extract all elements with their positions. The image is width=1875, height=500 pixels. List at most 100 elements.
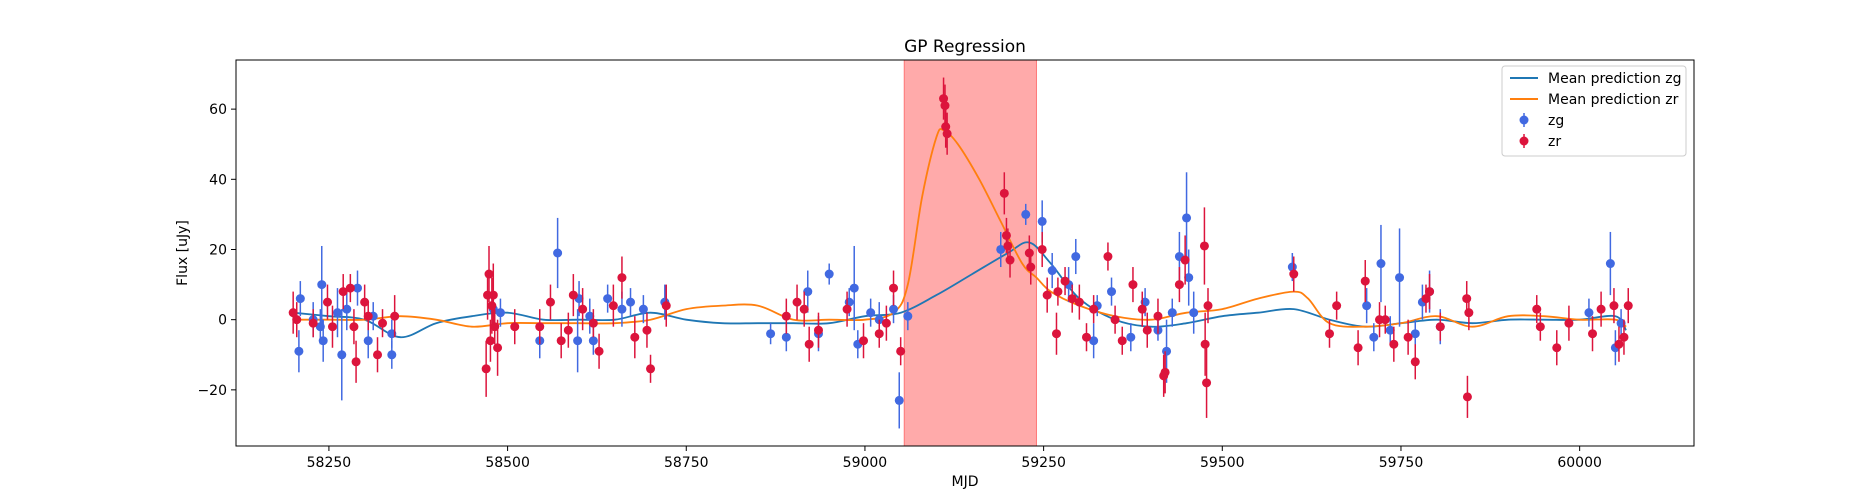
zg-point	[387, 350, 397, 360]
zr-point	[1614, 339, 1624, 349]
zr-point	[363, 311, 373, 321]
zg-point	[996, 244, 1006, 254]
zg-point	[1410, 329, 1420, 339]
zr-point	[1360, 276, 1370, 286]
zr-point	[1053, 287, 1063, 297]
zr-point	[1026, 262, 1036, 272]
zg-point	[903, 311, 913, 321]
x-tick-label: 59000	[843, 455, 888, 471]
y-tick-label: −20	[197, 383, 227, 399]
legend-swatch-zg	[1519, 115, 1529, 125]
zr-point	[1564, 318, 1574, 328]
zr-point	[1332, 301, 1342, 311]
zr-point	[484, 269, 494, 279]
zg-point	[1167, 308, 1177, 318]
zr-point	[1089, 304, 1099, 314]
zr-point	[485, 336, 495, 346]
series-line-mean-zg	[293, 241, 1627, 339]
zr-point	[1202, 378, 1212, 388]
legend-label-zg: zg	[1548, 113, 1564, 129]
zg-point	[1385, 325, 1395, 335]
x-axis-label: MJD	[952, 474, 979, 490]
zr-point	[939, 94, 949, 104]
zg-point	[1047, 266, 1057, 276]
zg-point	[781, 332, 791, 342]
zg-point	[1395, 273, 1405, 283]
zr-point	[1160, 367, 1170, 377]
zg-point	[588, 336, 598, 346]
zg-point	[626, 297, 636, 307]
mean-prediction-layer	[293, 128, 1627, 339]
zr-point	[535, 322, 545, 332]
series-line-mean-zr	[293, 128, 1627, 328]
zr-point	[792, 297, 802, 307]
legend-box	[1501, 65, 1687, 157]
zr-point	[646, 364, 656, 374]
zr-point	[1619, 332, 1629, 342]
zr-point	[661, 301, 671, 311]
zr-point	[568, 290, 578, 300]
x-tick-label: 59750	[1379, 455, 1424, 471]
zr-point	[1060, 276, 1070, 286]
zr-point	[1421, 294, 1431, 304]
zg-point	[495, 308, 505, 318]
zg-point	[1071, 252, 1081, 262]
zr-point	[1117, 336, 1127, 346]
zg-point	[1376, 259, 1386, 269]
zg-point	[317, 280, 327, 290]
zr-point	[510, 322, 520, 332]
zr-point	[881, 318, 891, 328]
zr-point	[1325, 329, 1334, 339]
zr-point	[1082, 332, 1091, 342]
zr-point	[360, 297, 370, 307]
zr-point	[999, 188, 1009, 198]
zr-point	[1137, 304, 1147, 314]
zr-point	[1074, 297, 1084, 307]
x-tick-label: 60000	[1557, 455, 1602, 471]
y-tick-label: 0	[218, 313, 227, 329]
zr-point	[642, 325, 652, 335]
zg-point	[1037, 216, 1047, 226]
zg-point	[766, 329, 776, 339]
zr-point	[1200, 339, 1210, 349]
zg-point	[332, 308, 342, 318]
zr-point	[481, 364, 491, 374]
zr-point	[488, 290, 498, 300]
zr-point	[556, 336, 566, 346]
plot-frame	[235, 59, 1695, 447]
zg-point	[894, 395, 904, 405]
zr-point	[1203, 301, 1213, 311]
zg-point	[849, 283, 859, 293]
zr-point	[1199, 241, 1209, 251]
y-tick-label: 20	[209, 242, 227, 258]
zr-point	[578, 304, 588, 314]
zr-point	[1051, 329, 1061, 339]
zr-point	[1552, 343, 1562, 353]
zr-point	[1289, 269, 1299, 279]
zr-point	[617, 273, 627, 283]
zr-point	[889, 283, 899, 293]
zg-point	[1107, 287, 1117, 297]
zr-point	[1380, 315, 1390, 325]
zg-point	[553, 248, 563, 258]
zr-point	[1435, 322, 1445, 332]
zr-point	[1153, 311, 1163, 321]
y-axis-label: Flux [uJy]	[175, 220, 191, 286]
zg-point	[342, 304, 352, 314]
x-tick-label: 58750	[664, 455, 709, 471]
zg-point	[1287, 262, 1297, 272]
zr-point	[1042, 290, 1052, 300]
zr-point	[1037, 244, 1047, 254]
zg-point	[603, 294, 613, 304]
zr-point	[1001, 230, 1011, 240]
zg-point	[353, 283, 362, 293]
zr-point	[1609, 301, 1619, 311]
zr-point	[1464, 308, 1474, 318]
zr-point	[842, 304, 852, 314]
zg-point	[1605, 259, 1615, 269]
zr-point	[804, 339, 814, 349]
zr-point	[1410, 357, 1420, 367]
zr-point	[292, 315, 302, 325]
zg-point	[1584, 308, 1594, 318]
